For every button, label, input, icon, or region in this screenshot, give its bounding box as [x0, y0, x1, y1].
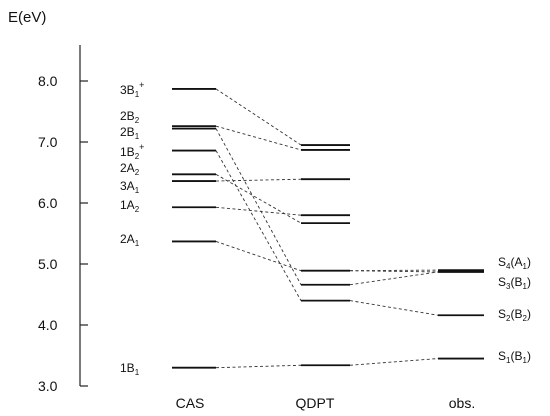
column-label-qdpt: QDPT	[296, 395, 335, 411]
connector-qdpt-obs	[349, 269, 439, 272]
cas-label-2A2: 2A2	[120, 161, 140, 177]
y-tick-label: 8.0	[38, 73, 58, 89]
cas-label-2A1: 2A1	[120, 232, 140, 248]
obs-label-S4: S4(A1)	[498, 255, 531, 271]
column-label-obs: obs.	[449, 395, 475, 411]
cas-label-3A1: 3A1	[120, 179, 140, 195]
obs-label-S1: S1(B1)	[498, 349, 531, 365]
energy-levels	[172, 88, 484, 369]
y-tick-label: 7.0	[38, 134, 58, 150]
connector-qdpt-obs	[349, 271, 439, 286]
column-label-cas: CAS	[176, 395, 205, 411]
connector-qdpt-obs	[349, 358, 439, 366]
cas-label-3B1: 3B1+	[120, 80, 144, 99]
axis-title: E(eV)	[8, 9, 46, 26]
connector-cas-qdpt	[215, 206, 302, 216]
obs-label-S2: S2(B2)	[498, 307, 531, 323]
connector-cas-qdpt	[215, 125, 302, 151]
y-tick-label: 3.0	[38, 378, 58, 394]
cas-label-1A2: 1A2	[120, 198, 140, 214]
y-axis-ticks: 3.0 4.0 5.0 6.0 7.0 8.0	[38, 73, 88, 394]
y-tick-label: 4.0	[38, 317, 58, 333]
cas-label-1B2: 1B2+	[120, 142, 144, 161]
y-tick-label: 5.0	[38, 256, 58, 272]
connector-cas-qdpt	[215, 88, 302, 146]
cas-label-1B1: 1B1	[120, 361, 140, 377]
column-labels: CAS QDPT obs.	[176, 395, 476, 411]
connector-qdpt-obs	[349, 270, 439, 273]
connector-cas-qdpt	[215, 128, 302, 285]
connector-cas-qdpt	[215, 173, 302, 224]
connector-lines	[215, 88, 439, 369]
connector-cas-qdpt	[215, 178, 302, 182]
connector-cas-qdpt	[215, 241, 302, 272]
cas-label-2B2: 2B2	[120, 109, 140, 125]
connector-cas-qdpt	[215, 150, 302, 301]
cas-label-2B1: 2B1	[120, 125, 140, 141]
obs-label-S3: S3(B1)	[498, 275, 531, 291]
y-tick-label: 6.0	[38, 195, 58, 211]
connector-qdpt-obs	[349, 300, 439, 316]
connector-cas-qdpt	[215, 364, 302, 369]
